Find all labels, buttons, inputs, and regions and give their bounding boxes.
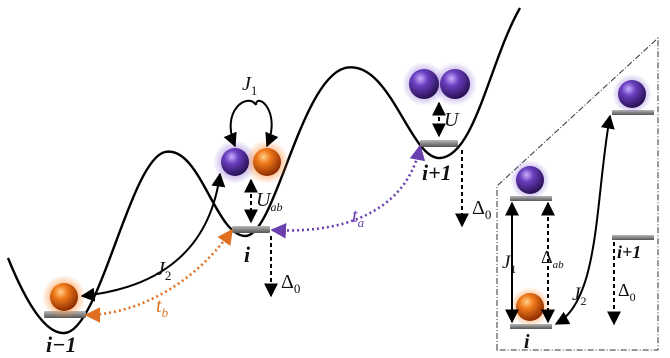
label-delta0-center: Δ0 [281,271,300,296]
label-j1: J1 [242,73,257,98]
label-u: U [444,109,460,131]
inset-label-j1: J1 [502,252,516,276]
inset-label-j2: J2 [572,284,586,308]
level-bar-i-plus-1 [420,140,458,147]
inset-purple-particle-i-plus-1 [618,80,646,108]
level-bar-i [232,226,270,233]
label-tb: tb [156,295,169,320]
site-label-i-plus-1: i+1 [422,160,452,185]
inset-site-label-i-plus-1: i+1 [617,242,641,262]
inset-orange-particle-i [516,293,544,321]
label-uab: Uab [256,189,282,214]
label-delta0-right: Δ0 [472,197,491,222]
inset-label-delta0: Δ0 [618,280,636,304]
site-label-i-minus-1: i−1 [46,332,76,357]
orange-particle-i-minus-1 [50,283,78,311]
inset-frame [496,36,659,351]
site-label-i: i [244,242,251,267]
tb-tunnel-arrow [84,228,234,323]
inset-purple-particle-i [516,166,544,194]
ta-tunnel-arrow [270,144,426,239]
j1-loop-arrow [255,99,279,148]
inset-site-label-i: i [524,331,530,353]
label-j2: J2 [156,258,171,283]
purple-particle-i [221,148,249,176]
inset-level-right-mid [612,235,654,240]
label-ta: ta [352,205,365,230]
purple-particle-i-plus-1-b [440,69,470,99]
inset-j2-arrow [554,114,615,325]
orange-particle-i [253,148,281,176]
inset-label-delta-ab: Δab [541,247,564,271]
lattice-potential-curve [6,7,522,335]
j1-loop-arrow [223,99,257,148]
purple-particle-i-plus-1-a [409,69,439,99]
